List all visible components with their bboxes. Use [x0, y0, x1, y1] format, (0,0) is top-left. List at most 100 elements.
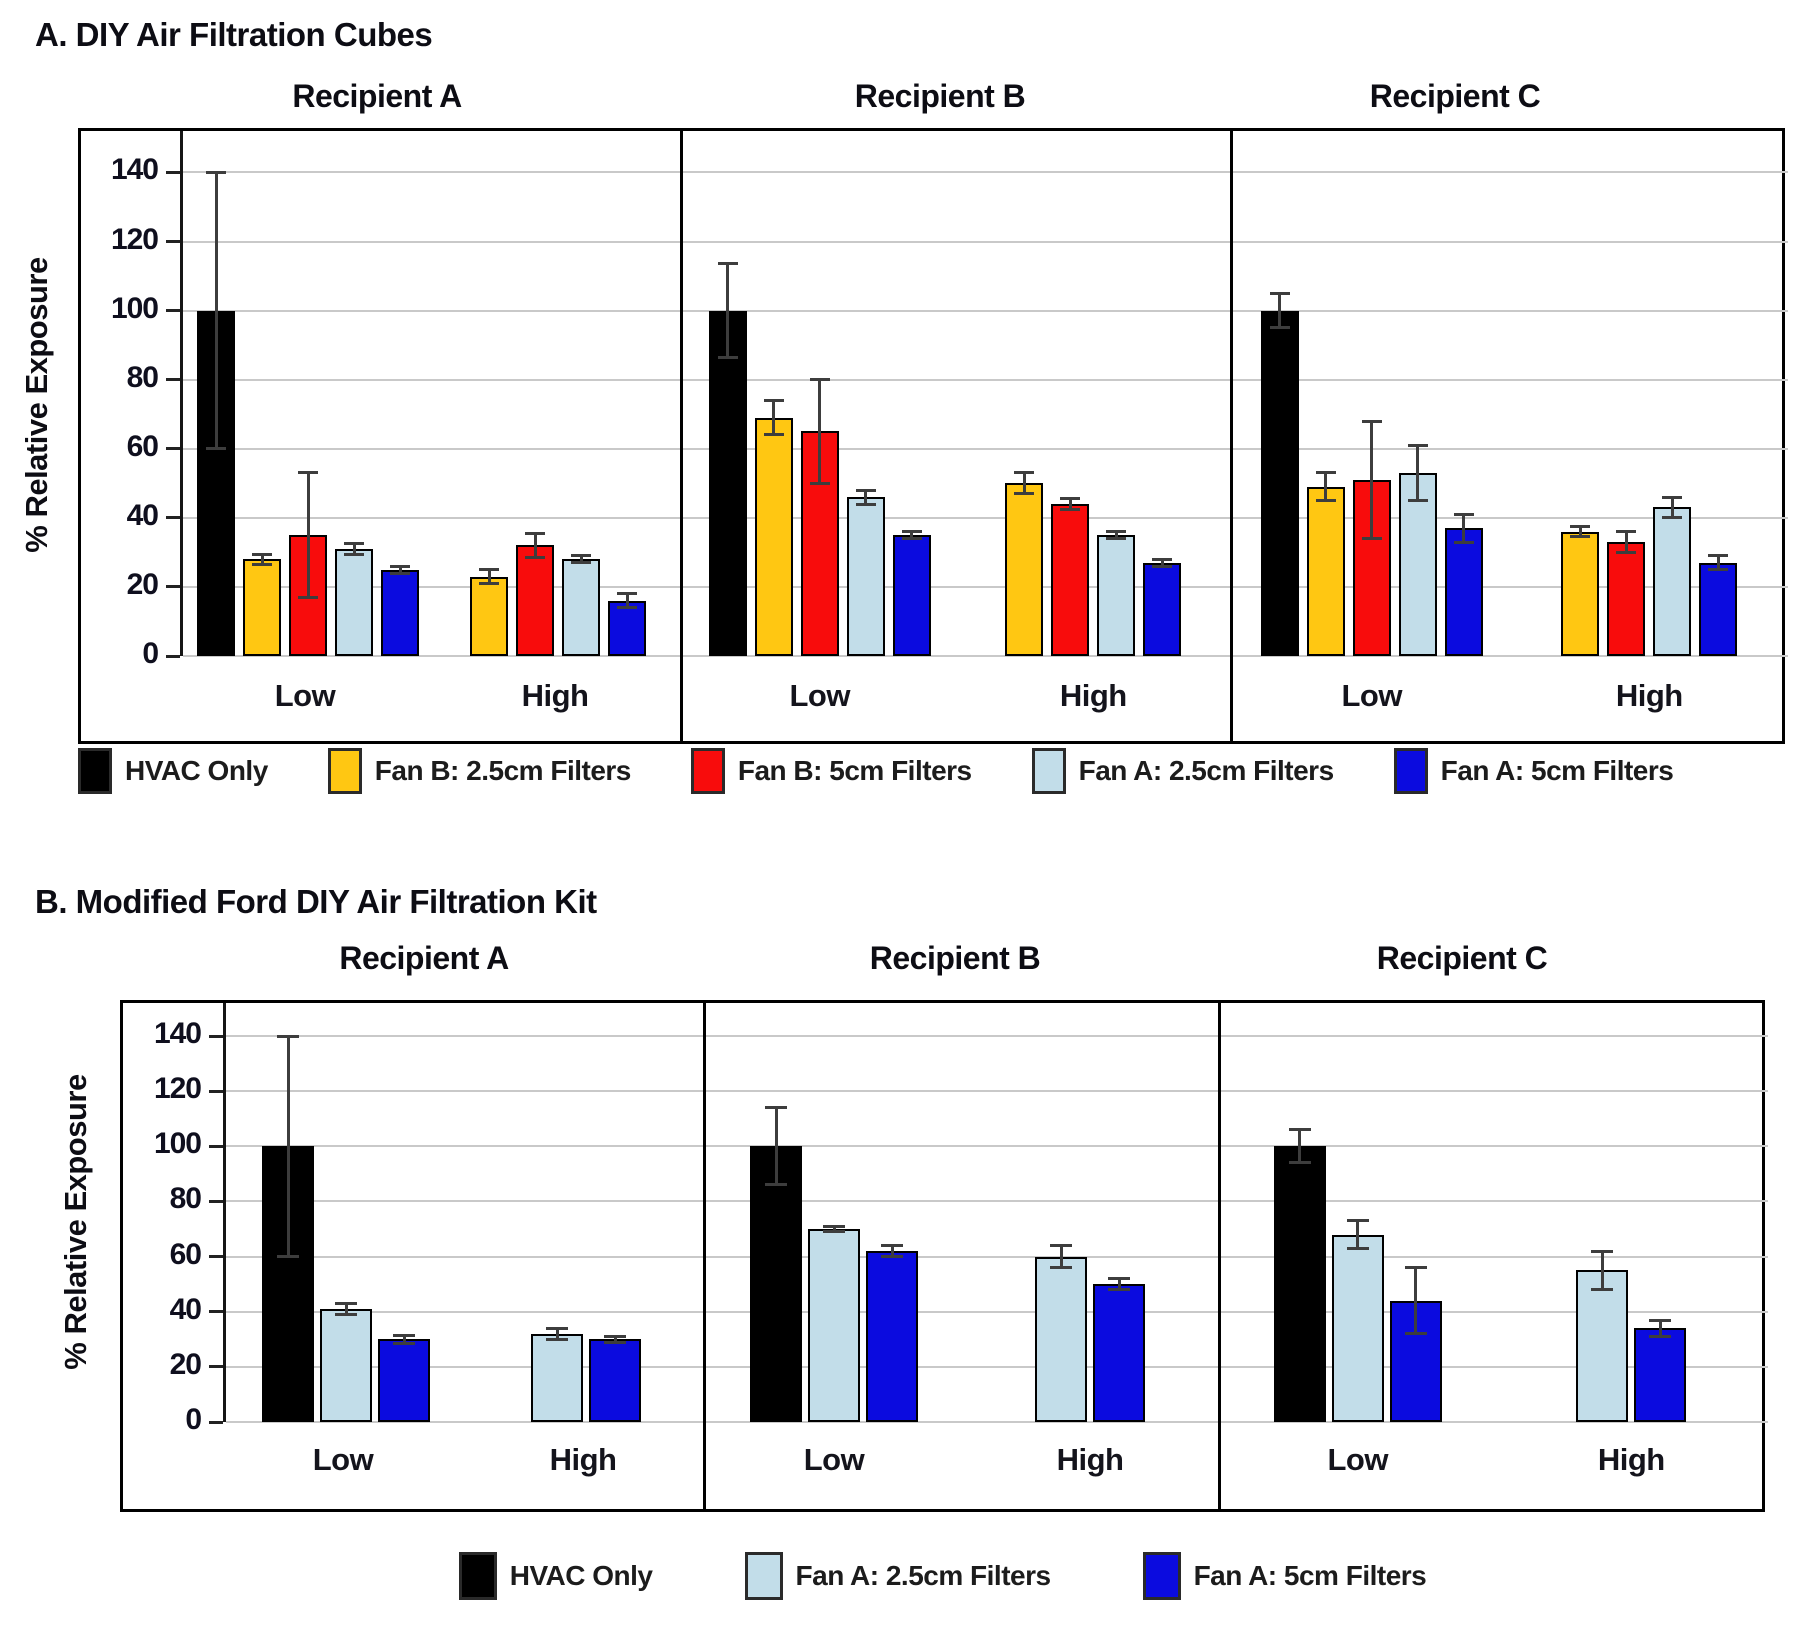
- error-bar-cap: [1662, 516, 1683, 520]
- error-bar-cap: [1616, 530, 1637, 534]
- category-label-low: Low: [1341, 678, 1403, 713]
- legend-label: Fan B: 2.5cm Filters: [374, 755, 632, 786]
- bar-fan-a-5cm-filters: [1444, 528, 1483, 656]
- y-tick: [209, 1089, 223, 1093]
- y-tick-label: 20: [126, 567, 159, 601]
- error-bar: [1356, 1220, 1360, 1249]
- error-bar-cap: [335, 1312, 357, 1316]
- legend-swatch: [327, 748, 362, 794]
- gridline: [683, 516, 1230, 519]
- y-tick-label: 40: [126, 498, 159, 532]
- error-bar: [1068, 498, 1072, 510]
- gridline: [706, 1090, 1218, 1093]
- panel-a-figure: 0 20 40 60 80 100 120 140 Low High Low High Low High: [78, 128, 1788, 744]
- gridline: [706, 1145, 1218, 1148]
- gridline: [706, 1035, 1218, 1038]
- gridline: [226, 1255, 706, 1258]
- gridline: [183, 655, 683, 657]
- bar-fan-a-5cm-filters: [1634, 1328, 1687, 1422]
- category-label-high: High: [1615, 678, 1683, 713]
- bar-fan-a-2-5cm-filters: [320, 1308, 372, 1422]
- panel-a-legend: HVAC Only Fan B: 2.5cm Filters Fan B: 5c…: [78, 748, 1674, 794]
- gridline: [683, 171, 1230, 174]
- bar-fan-a-2-5cm-filters: [1653, 507, 1692, 656]
- error-bar-cap: [855, 488, 876, 492]
- bar-fan-a-5cm-filters: [589, 1339, 641, 1422]
- bar-fan-a-5cm-filters: [892, 535, 931, 656]
- legend-swatch: [458, 1552, 497, 1600]
- gridline: [1233, 585, 1788, 588]
- gridline: [183, 378, 683, 381]
- error-bar: [1416, 445, 1420, 501]
- gridline: [706, 1200, 1218, 1203]
- error-bar-cap: [525, 531, 545, 535]
- subplot-title: Recipient B: [869, 940, 1041, 976]
- error-bar-cap: [1570, 535, 1591, 539]
- subplot-title: Recipient A: [292, 78, 462, 114]
- error-bar: [1716, 555, 1720, 570]
- error-bar-cap: [617, 592, 637, 596]
- subplot-title: Recipient C: [1369, 78, 1541, 114]
- legend-label: HVAC Only: [125, 755, 268, 786]
- y-tick: [209, 1310, 223, 1314]
- gridline: [226, 1090, 706, 1093]
- y-tick-label: 0: [142, 637, 159, 670]
- error-bar-cap: [1152, 557, 1173, 561]
- legend-label: HVAC Only: [509, 1560, 653, 1591]
- error-bar: [344, 1303, 348, 1315]
- bar-fan-b-5cm-filters: [1607, 542, 1646, 656]
- category-label-high: High: [1059, 678, 1127, 713]
- legend-label: Fan A: 2.5cm Filters: [795, 1560, 1052, 1591]
- legend-item: Fan A: 5cm Filters: [1142, 1552, 1427, 1600]
- bar-hvac-only: [750, 1146, 802, 1422]
- bar-fan-a-5cm-filters: [378, 1339, 430, 1422]
- error-bar-cap: [1060, 507, 1081, 511]
- legend-item: Fan A: 2.5cm Filters: [744, 1552, 1052, 1600]
- y-tick-label: 120: [110, 222, 159, 256]
- error-bar-cap: [1014, 492, 1035, 496]
- category-label-high: High: [549, 1442, 617, 1477]
- category-label-low: Low: [274, 678, 336, 713]
- legend-label: Fan A: 5cm Filters: [1193, 1560, 1427, 1591]
- legend-swatch: [1142, 1552, 1181, 1600]
- error-bar-cap: [1346, 1246, 1369, 1250]
- error-bar: [613, 1336, 617, 1343]
- error-bar: [1278, 293, 1282, 328]
- error-bar: [1114, 531, 1118, 539]
- error-bar: [1670, 497, 1674, 518]
- error-bar-cap: [765, 1183, 787, 1187]
- y-tick-label: 80: [169, 1182, 202, 1216]
- legend-swatch: [744, 1552, 783, 1600]
- gridline: [1233, 516, 1788, 519]
- bar-fan-a-2-5cm-filters: [846, 497, 885, 656]
- error-bar-cap: [390, 564, 410, 568]
- gridline: [226, 1310, 706, 1313]
- gridline: [1221, 1421, 1768, 1423]
- error-bar-cap: [1404, 1332, 1427, 1336]
- gridline: [683, 585, 1230, 588]
- bar-fan-a-2-5cm-filters: [1576, 1270, 1629, 1422]
- error-bar-cap: [1106, 537, 1127, 541]
- error-bar-cap: [1453, 512, 1474, 516]
- gridline: [1233, 378, 1788, 381]
- legend-label: Fan A: 2.5cm Filters: [1078, 755, 1335, 786]
- y-tick-label: 60: [169, 1237, 202, 1271]
- error-bar-cap: [901, 530, 922, 534]
- error-bar-cap: [881, 1255, 903, 1259]
- bar-fan-a-2-5cm-filters: [1097, 535, 1136, 656]
- y-tick-label: 20: [169, 1347, 202, 1381]
- gridline: [683, 309, 1230, 312]
- y-tick: [209, 1420, 223, 1424]
- category-label-high: High: [1597, 1442, 1665, 1477]
- error-bar: [910, 531, 914, 539]
- bar-fan-b-5cm-filters: [516, 545, 554, 656]
- gridline: [183, 309, 683, 312]
- y-tick-label: 80: [126, 360, 159, 394]
- subplot-recipient-b: Low High: [703, 1003, 1218, 1509]
- gridline: [226, 1035, 706, 1038]
- error-bar-cap: [479, 581, 499, 585]
- gridline: [183, 585, 683, 588]
- gridline: [226, 1421, 706, 1423]
- error-bar-cap: [1404, 1266, 1427, 1270]
- legend-item: HVAC Only: [78, 748, 268, 794]
